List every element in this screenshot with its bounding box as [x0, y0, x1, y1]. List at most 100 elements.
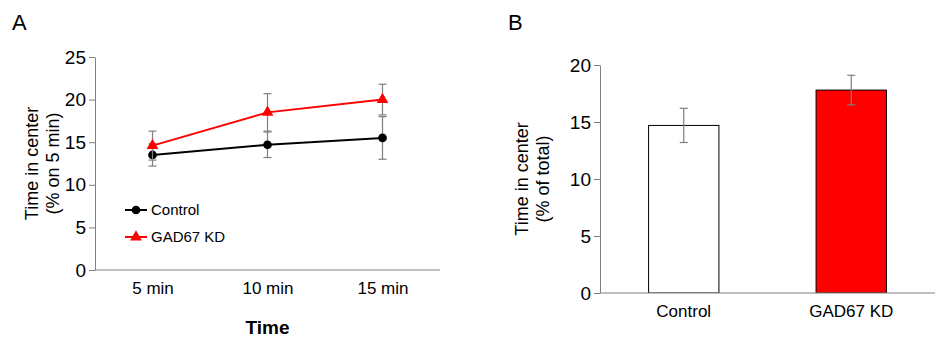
y-axis: 0 5 10 15 20	[570, 55, 601, 304]
error-bar-cap	[379, 114, 387, 115]
error-bar-cap	[264, 131, 272, 132]
error-bar-cap	[264, 93, 272, 94]
y-axis-title: Time in center(% on 5 min)	[22, 107, 63, 220]
figure: A 0 5 10 15 20 25 5 min 10 min 15 min Time Control G…	[0, 0, 942, 354]
y-tick-mark	[89, 227, 95, 228]
legend-item: GAD67 KD	[125, 228, 225, 245]
y-tick: 20	[570, 55, 600, 76]
y-tick-mark	[89, 100, 95, 101]
y-tick: 20	[65, 89, 95, 110]
y-tick: 10	[570, 169, 600, 190]
y-tick-mark	[594, 293, 600, 294]
error-bar-cap	[264, 157, 272, 158]
error-bar-cap	[379, 159, 387, 160]
series-marker	[263, 140, 272, 149]
x-tick-label: 10 min	[242, 279, 293, 298]
y-tick: 5	[75, 217, 95, 238]
x-axis-title: Time	[245, 317, 289, 338]
y-tick-mark	[89, 57, 95, 58]
panel-label: A	[12, 10, 27, 35]
y-tick-label: 5	[580, 226, 591, 247]
y-tick-mark	[89, 270, 95, 271]
error-bar-cap	[680, 108, 688, 109]
error-bar-cap	[149, 159, 157, 160]
bar	[816, 90, 886, 293]
y-axis-title-line: (% of total)	[533, 135, 553, 222]
x-axis-line	[95, 270, 440, 271]
panel-a: A 0 5 10 15 20 25 5 min 10 min 15 min Time Control G…	[12, 10, 440, 338]
series-marker	[262, 106, 274, 116]
bar	[649, 125, 719, 293]
series-marker	[377, 93, 389, 103]
x-tick: 5 min	[132, 279, 174, 298]
y-axis-title: Time in center(% of total)	[512, 122, 553, 235]
y-axis: 0 5 10 15 20 25	[65, 47, 96, 281]
y-tick: 10	[65, 174, 95, 195]
y-axis-line	[95, 58, 96, 271]
legend-label: Control	[151, 201, 199, 218]
error-bar-cap	[149, 165, 157, 166]
y-tick-label: 20	[65, 89, 86, 110]
error-bar	[379, 117, 387, 160]
x-axis-line	[600, 293, 935, 294]
error-bar	[847, 75, 855, 105]
x-tick: GAD67 KD	[809, 302, 893, 321]
legend-swatch-marker	[130, 230, 142, 240]
legend: Control GAD67 KD	[125, 201, 225, 245]
error-bar	[264, 132, 272, 158]
plot-area	[649, 75, 887, 293]
y-tick: 25	[65, 47, 95, 68]
y-tick-mark	[594, 122, 600, 123]
y-tick-label: 5	[75, 217, 86, 238]
y-tick-label: 0	[75, 260, 86, 281]
error-bar-cap	[847, 75, 855, 76]
y-tick: 0	[580, 283, 600, 304]
y-axis-title-line: Time in center	[22, 107, 42, 220]
y-tick: 15	[65, 132, 95, 153]
x-tick-label: 15 min	[357, 279, 408, 298]
legend-swatch-marker	[132, 206, 141, 215]
x-tick: Control	[656, 302, 711, 321]
x-tick-label: Control	[656, 302, 711, 321]
error-bar-stem	[683, 108, 684, 142]
error-bar-cap	[264, 131, 272, 132]
x-axis: Control GAD67 KD	[600, 293, 935, 321]
y-axis-line	[600, 66, 601, 294]
y-axis-title-line: Time in center	[512, 122, 532, 235]
y-axis-title-line: (% on 5 min)	[43, 112, 63, 214]
y-tick-mark	[89, 142, 95, 143]
error-bar-stem	[851, 75, 852, 105]
error-bar-cap	[847, 104, 855, 105]
error-bar	[680, 108, 688, 142]
series-marker	[147, 139, 159, 149]
legend-item: Control	[125, 201, 199, 218]
y-tick-label: 0	[580, 283, 591, 304]
y-tick-label: 25	[65, 47, 86, 68]
x-tick: 10 min	[242, 279, 293, 298]
x-axis: 5 min 10 min 15 min	[95, 270, 440, 298]
y-tick-label: 10	[65, 174, 86, 195]
plot-area	[147, 84, 389, 166]
series-marker	[378, 134, 387, 143]
legend-label: GAD67 KD	[151, 228, 225, 245]
panel-label: B	[508, 10, 523, 35]
error-bar-cap	[149, 131, 157, 132]
y-tick: 0	[75, 260, 95, 281]
y-tick-mark	[594, 236, 600, 237]
panel-b: B 0 5 10 15 20 Control GAD67 KD Time in center(%…	[508, 10, 935, 321]
error-bar-cap	[680, 142, 688, 143]
y-tick: 15	[570, 112, 600, 133]
x-tick-label: 5 min	[132, 279, 174, 298]
x-tick-label: GAD67 KD	[809, 302, 893, 321]
y-tick: 5	[580, 226, 600, 247]
error-bar-cap	[379, 84, 387, 85]
y-tick-mark	[89, 185, 95, 186]
y-tick-label: 15	[65, 132, 86, 153]
x-tick: 15 min	[357, 279, 408, 298]
y-tick-mark	[594, 179, 600, 180]
y-tick-label: 15	[570, 112, 591, 133]
y-tick-mark	[594, 65, 600, 66]
y-tick-label: 20	[570, 55, 591, 76]
y-tick-label: 10	[570, 169, 591, 190]
error-bar-cap	[379, 116, 387, 117]
